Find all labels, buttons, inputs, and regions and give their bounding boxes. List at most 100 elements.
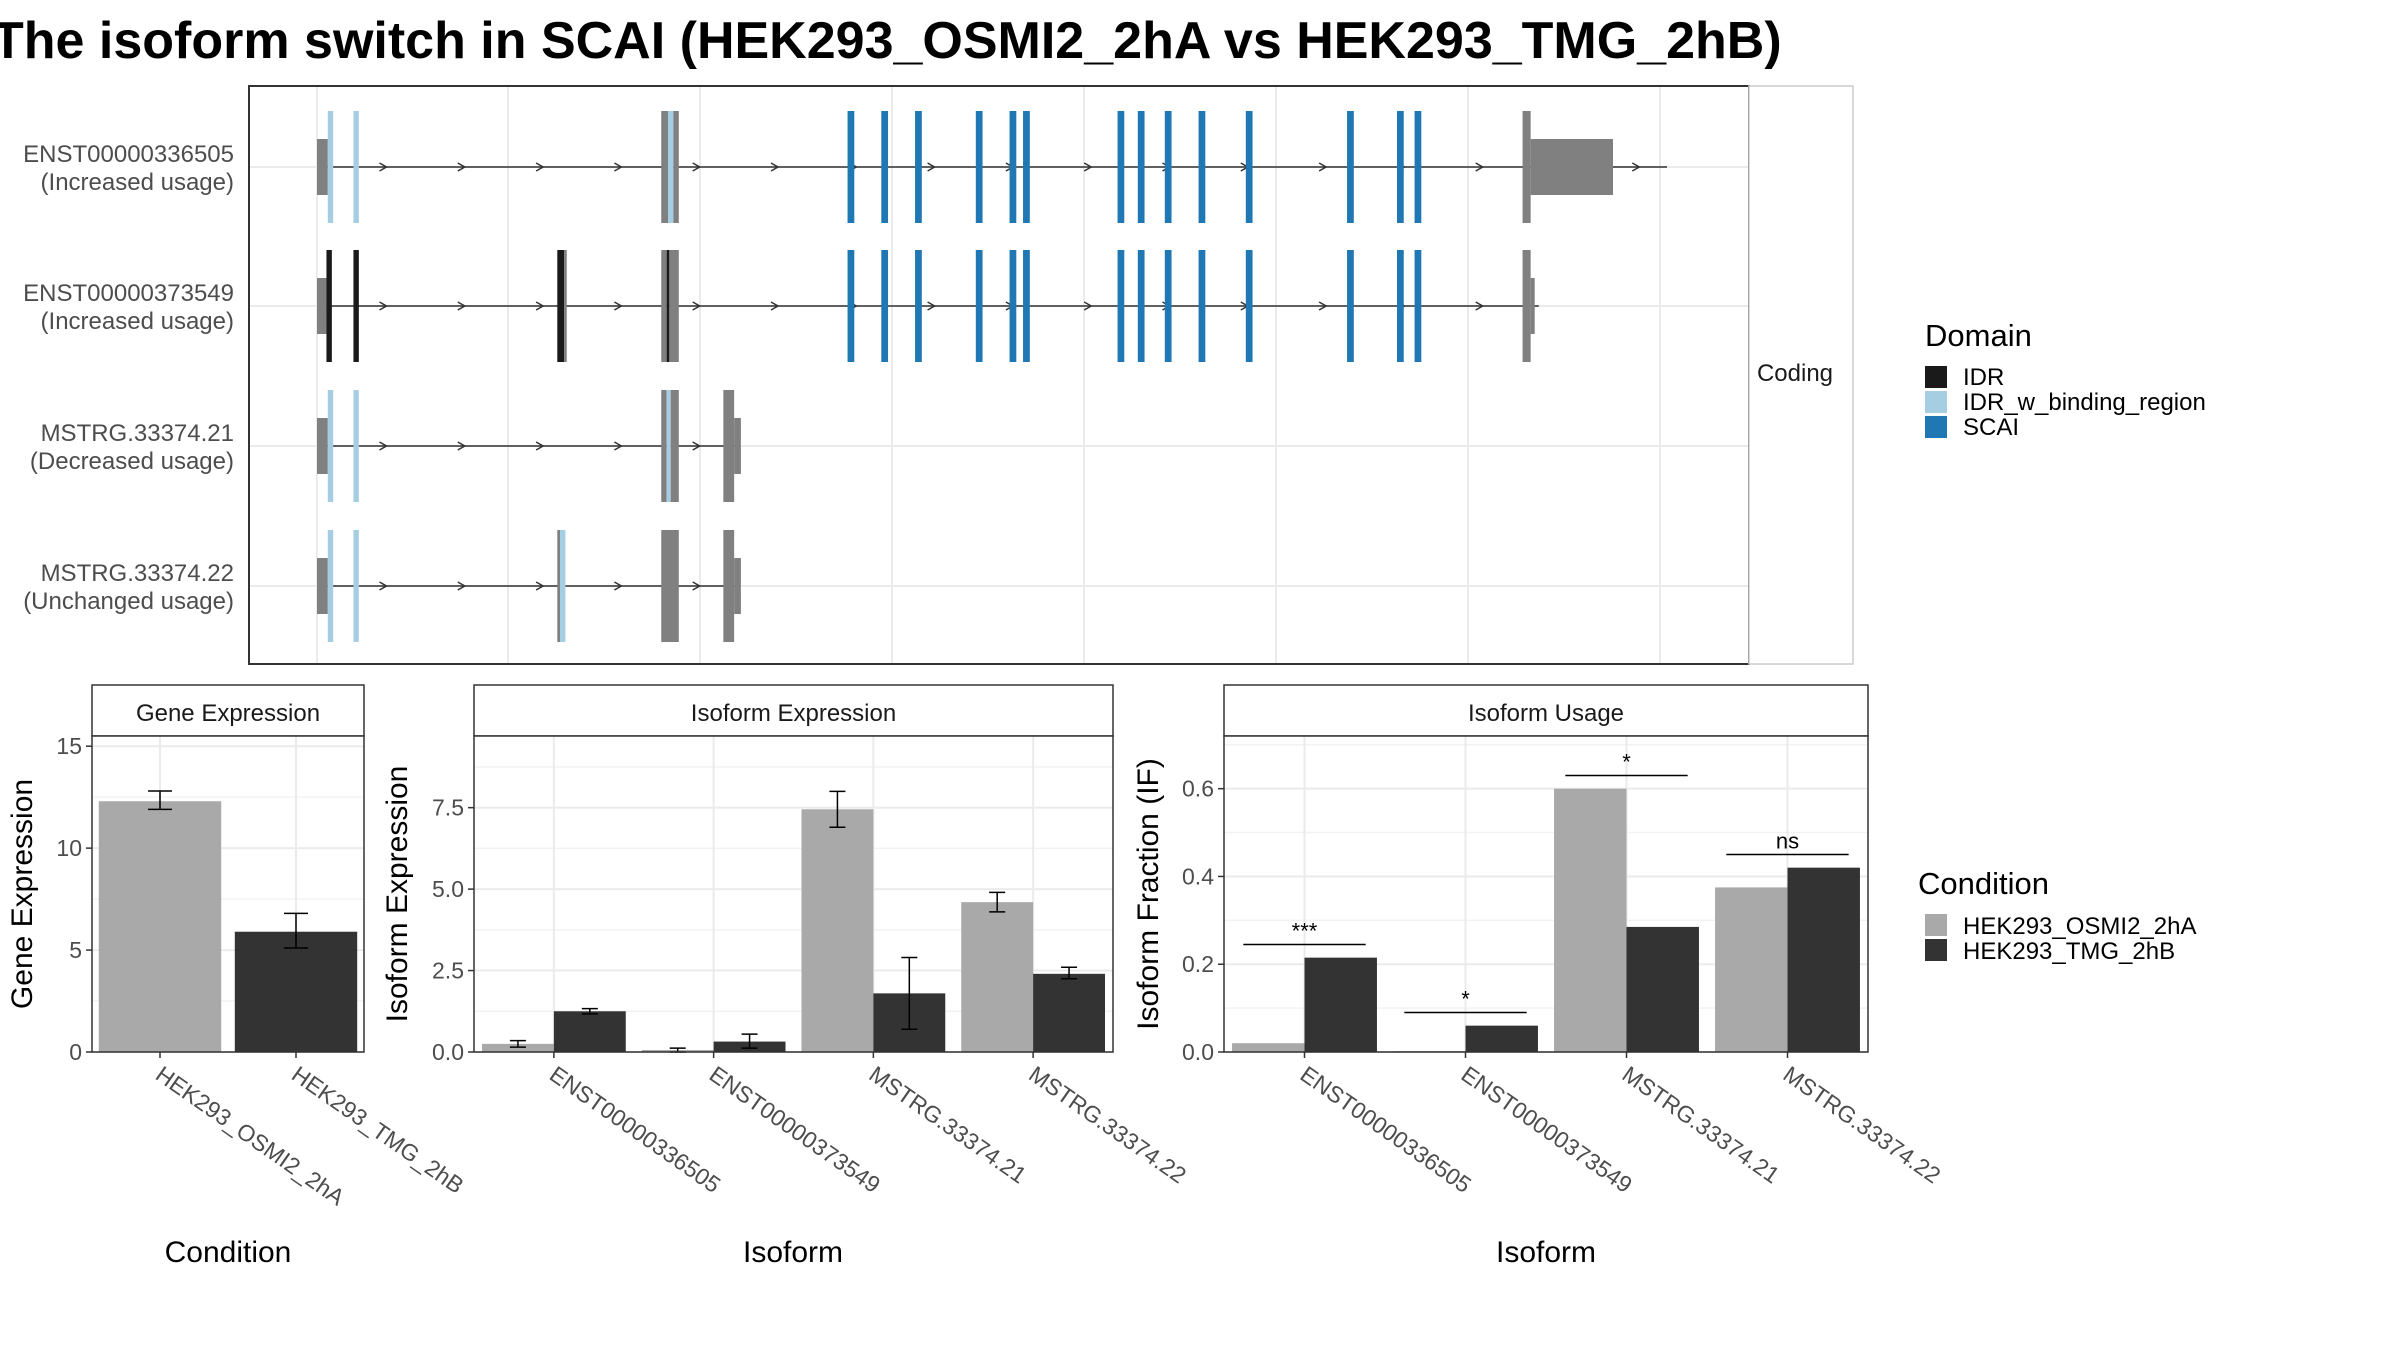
strand-arrow (614, 441, 623, 451)
transcript-name: ENST00000373549 (23, 280, 234, 307)
domain-block-idr-w-binding-region (327, 530, 334, 642)
y-tick-label: 5 (69, 937, 82, 963)
utr-block (1530, 278, 1535, 334)
strand-arrow (379, 301, 389, 311)
bar (1232, 1043, 1305, 1052)
domain-block-idr-w-binding-region (353, 111, 359, 223)
strand-arrow (535, 301, 545, 311)
domain-block-scai (1023, 111, 1030, 223)
transcript-row: MSTRG.33374.21(Decreased usage) (30, 390, 741, 502)
strand-arrow (770, 162, 780, 172)
y-tick-label: 7.5 (432, 795, 464, 821)
exon-block (1522, 111, 1531, 223)
strand-arrow (457, 441, 467, 451)
exon-block (661, 250, 667, 362)
coding-strip (1748, 85, 1854, 665)
domain-block-idr (353, 250, 359, 362)
domain-block-scai (1414, 250, 1422, 362)
strand-arrow (614, 162, 623, 172)
bar-panel-isoform-expression: Isoform Expression 0.0 2.5 5.0 7.5 ENST000003… (381, 684, 1191, 1269)
domain-block-idr-w-binding-region (353, 390, 359, 502)
domain-block-scai (915, 111, 922, 223)
plot-frame (473, 735, 1114, 1053)
strand-arrow (1083, 301, 1093, 311)
condition-legend-title: Condition (1918, 866, 2049, 901)
domain-block-scai (1009, 250, 1017, 362)
domain-block-idr (560, 250, 565, 362)
transcript-row: ENST00000336505(Increased usage) (23, 111, 1667, 223)
bar (1304, 957, 1377, 1052)
legend-key-scai (1925, 416, 1947, 438)
strand-arrow (379, 581, 389, 591)
legend-key-idr (1925, 366, 1947, 388)
domain-block-scai (1198, 250, 1206, 362)
exon-block (723, 530, 735, 642)
bar (961, 902, 1034, 1052)
strand-arrow (692, 581, 702, 591)
strand-arrow (614, 581, 623, 591)
structure-panel-frame (248, 85, 1750, 665)
domain-block-scai (915, 250, 922, 362)
strand-arrow (1318, 301, 1328, 311)
legend-label-tmg: HEK293_TMG_2hB (1963, 938, 2175, 965)
y-tick-label: 2.5 (432, 958, 464, 984)
domain-legend: Domain IDR IDR_w_binding_region SCAI (1925, 318, 2206, 441)
bar (1626, 926, 1699, 1052)
utr-block (1530, 139, 1613, 195)
panel-strip (91, 684, 365, 737)
domain-block-scai (1245, 111, 1253, 223)
strand-arrow (379, 162, 389, 172)
exon-block (669, 250, 679, 362)
panel-strip-title: Gene Expression (136, 700, 320, 727)
y-tick-label: 0.0 (432, 1039, 464, 1065)
utr-block (317, 418, 328, 474)
strand-arrow (1083, 162, 1093, 172)
y-tick-label: 15 (56, 733, 82, 759)
utr-block (734, 418, 741, 474)
strand-arrow (535, 441, 545, 451)
coding-strip-label: Coding (1757, 360, 1833, 387)
domain-block-idr-w-binding-region (560, 530, 566, 642)
domain-block-scai (847, 250, 855, 362)
x-tick-label: ENST00000336505 (545, 1061, 725, 1198)
domain-block-scai (1009, 111, 1017, 223)
y-tick-label: 0.2 (1182, 951, 1214, 977)
domain-block-idr (666, 250, 670, 362)
panel-strip-title: Isoform Expression (691, 700, 896, 727)
x-tick-label: MSTRG.33374.22 (1779, 1061, 1946, 1189)
domain-block-idr-w-binding-region (353, 530, 359, 642)
transcript-name: MSTRG.33374.21 (41, 420, 234, 447)
legend-label-scai: SCAI (1963, 414, 2019, 441)
domain-block-scai (847, 111, 855, 223)
x-axis-title: Isoform (1496, 1236, 1596, 1269)
y-axis-title: Isoform Fraction (IF) (1132, 758, 1165, 1030)
significance-label: *** (1292, 918, 1318, 943)
significance-label: ns (1776, 829, 1799, 854)
panel-strip-title: Isoform Usage (1468, 700, 1624, 727)
domain-block-idr-w-binding-region (327, 390, 334, 502)
x-axis-title: Isoform (743, 1236, 843, 1269)
bar (481, 1043, 554, 1052)
strand-arrow (379, 441, 389, 451)
x-tick-label: MSTRG.33374.21 (865, 1061, 1032, 1189)
bar (801, 809, 874, 1052)
exon-block (661, 390, 667, 502)
domain-block-idr (326, 250, 332, 362)
domain-block-scai (1137, 111, 1145, 223)
domain-block-scai (1397, 111, 1404, 223)
y-tick-label: 0.4 (1182, 863, 1214, 889)
significance-label: * (1461, 987, 1470, 1012)
transcript-usage: (Increased usage) (41, 308, 234, 335)
exon-block (557, 530, 560, 642)
domain-block-scai (881, 250, 889, 362)
legend-key-idr-w-binding-region (1925, 391, 1947, 413)
exon-block (564, 250, 567, 362)
strand-arrow (927, 301, 937, 311)
domain-block-scai (1164, 111, 1172, 223)
legend-label-osmi2: HEK293_OSMI2_2hA (1963, 913, 2196, 940)
strand-arrow (457, 162, 467, 172)
exon-block (673, 111, 679, 223)
domain-block-scai (1198, 111, 1206, 223)
x-tick-label: MSTRG.33374.22 (1024, 1061, 1191, 1189)
